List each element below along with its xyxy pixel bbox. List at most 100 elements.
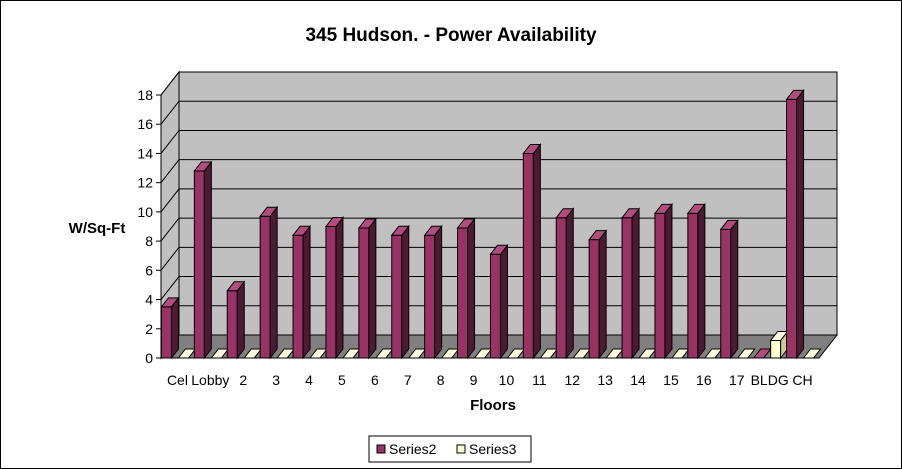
gridline bbox=[160, 217, 837, 242]
series2-bar bbox=[785, 88, 805, 360]
x-tick-label: 14 bbox=[630, 372, 646, 388]
series2-bar bbox=[390, 224, 410, 360]
y-tick-label: 8 bbox=[145, 233, 153, 249]
x-tick-label: Cel bbox=[167, 372, 188, 388]
series2-bar bbox=[522, 142, 542, 360]
series2-bar-top bbox=[456, 218, 476, 229]
series2-bar-top bbox=[423, 225, 443, 236]
series2-bar-face bbox=[720, 228, 732, 359]
series2-bar-side bbox=[697, 202, 706, 360]
series2-bar-face bbox=[786, 98, 798, 359]
x-tick-label: 11 bbox=[532, 372, 547, 388]
series2-bar-side bbox=[335, 216, 344, 360]
series3-bar bbox=[802, 348, 822, 359]
series2-bar-face bbox=[259, 215, 271, 359]
gridline bbox=[160, 100, 837, 125]
y-tick-label: 4 bbox=[145, 292, 153, 308]
series2-bar-face bbox=[226, 290, 238, 359]
series3-bar-top bbox=[736, 348, 756, 359]
series2-bar-side bbox=[368, 217, 377, 360]
series2-bar-top bbox=[193, 161, 213, 172]
series2-bar-face bbox=[160, 306, 172, 359]
gridline bbox=[160, 246, 837, 271]
series2-bar-face bbox=[457, 227, 469, 359]
x-tick-label: 9 bbox=[470, 372, 478, 388]
series2-bar-side bbox=[434, 224, 443, 360]
series2-bar bbox=[423, 224, 443, 360]
x-tick-label: Lobby bbox=[191, 372, 229, 388]
series2-bar-top bbox=[324, 217, 344, 227]
legend-swatch-series2 bbox=[376, 444, 386, 454]
series3-bar bbox=[736, 348, 756, 359]
series2-bar bbox=[653, 202, 673, 360]
series2-bar-top bbox=[292, 225, 312, 236]
series2-bar-side bbox=[730, 218, 739, 360]
series2-bar-side bbox=[269, 205, 278, 360]
x-tick-label: 4 bbox=[305, 372, 313, 388]
series2-bar-face bbox=[424, 234, 436, 359]
y-tick-label: 14 bbox=[137, 145, 153, 161]
x-tick-label: BLDG bbox=[751, 372, 789, 388]
series2-bar-side bbox=[401, 224, 410, 360]
y-tick-label: 10 bbox=[137, 204, 153, 220]
legend-swatch-series3 bbox=[456, 444, 466, 454]
series2-bar-face bbox=[621, 217, 633, 359]
series2-bar bbox=[555, 207, 575, 360]
series2-bar-top bbox=[621, 208, 641, 219]
x-tick-label: 15 bbox=[663, 372, 679, 388]
series2-bar bbox=[357, 217, 377, 360]
series2-bar-top bbox=[489, 244, 509, 255]
series2-bar bbox=[226, 280, 246, 360]
chart-title: 345 Hudson. - Power Availability bbox=[305, 25, 596, 46]
series2-bar-top bbox=[588, 230, 608, 241]
series2-bar bbox=[686, 202, 706, 360]
series2-bar-top bbox=[259, 206, 279, 217]
y-tick-label: 0 bbox=[145, 350, 153, 366]
x-tick-label: 6 bbox=[371, 372, 379, 388]
y-tick-label: 2 bbox=[145, 321, 153, 337]
x-tick-label: 3 bbox=[272, 372, 280, 388]
series2-bar-face bbox=[489, 253, 501, 359]
series2-bar bbox=[621, 207, 641, 360]
series2-bar-face bbox=[391, 234, 403, 359]
series2-bar-side bbox=[598, 229, 607, 360]
series2-bar-top bbox=[686, 203, 706, 214]
series2-bar-face bbox=[292, 234, 304, 359]
series2-bar-side bbox=[236, 280, 245, 360]
series2-bar bbox=[259, 205, 279, 360]
series2-bar-top bbox=[785, 89, 805, 100]
series2-bar bbox=[324, 216, 344, 360]
series2-bar bbox=[588, 229, 608, 360]
series2-bar bbox=[489, 243, 509, 360]
series2-bar-side bbox=[302, 224, 311, 360]
series2-bar-side bbox=[796, 88, 805, 360]
back-wall bbox=[178, 71, 838, 336]
series2-bar bbox=[160, 296, 180, 360]
series2-bar-face bbox=[555, 217, 567, 359]
series2-bar-top bbox=[522, 143, 542, 154]
series2-bar-top bbox=[226, 281, 246, 292]
series2-bar-face bbox=[588, 239, 600, 359]
gridline bbox=[160, 276, 837, 300]
gridline bbox=[160, 71, 837, 96]
series2-bar-face bbox=[358, 227, 370, 359]
y-tick-label: 16 bbox=[137, 116, 153, 132]
series2-bar-side bbox=[565, 207, 574, 360]
x-tick-label: 5 bbox=[338, 372, 346, 388]
x-tick-label: 16 bbox=[696, 372, 712, 388]
series2-bar-top bbox=[357, 218, 377, 229]
series2-bar-side bbox=[631, 207, 640, 360]
series2-bar-top bbox=[160, 297, 180, 308]
series2-bar-top bbox=[390, 225, 410, 236]
gridline bbox=[160, 188, 837, 213]
x-tick-label: 13 bbox=[597, 372, 613, 388]
gridline bbox=[160, 159, 837, 183]
series2-bar bbox=[292, 224, 312, 360]
series2-bar bbox=[193, 160, 213, 360]
plot-area: 0 2 4 6 8 10 12 14 16 18 Cel Lobby 2 3 4 5 6 7 8 9 10 11 12 13 1… bbox=[137, 70, 839, 388]
series3-bar bbox=[769, 330, 789, 360]
y-axis-title: W/Sq-Ft bbox=[69, 220, 126, 237]
series3-bar-face bbox=[770, 339, 782, 359]
